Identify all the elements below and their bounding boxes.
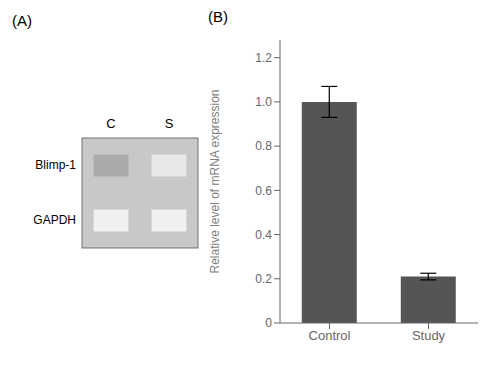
svg-text:(A): (A)	[12, 12, 32, 29]
svg-text:Relative level of mRNA express: Relative level of mRNA expression	[208, 89, 222, 273]
svg-text:Blimp-1: Blimp-1	[35, 158, 76, 172]
svg-text:Study: Study	[412, 328, 446, 343]
svg-text:1.2: 1.2	[255, 51, 272, 65]
svg-text:1.0: 1.0	[255, 95, 272, 109]
svg-text:S: S	[165, 116, 174, 131]
svg-text:C: C	[106, 116, 115, 131]
svg-text:0: 0	[265, 316, 272, 330]
svg-text:0.6: 0.6	[255, 184, 272, 198]
svg-text:GAPDH: GAPDH	[33, 213, 76, 227]
svg-text:0.4: 0.4	[255, 228, 272, 242]
svg-text:0.2: 0.2	[255, 272, 272, 286]
html-text:(B): (B)	[208, 8, 228, 25]
svg-text:0.8: 0.8	[255, 139, 272, 153]
svg-text:Control: Control	[309, 328, 351, 343]
